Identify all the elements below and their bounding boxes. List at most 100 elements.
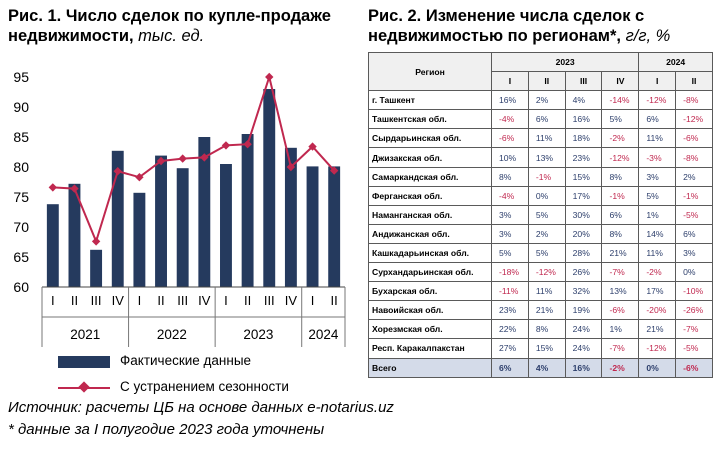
region-table: Регион 2023 2024 I II III IV I II г. Ташкент 1…: [368, 51, 713, 378]
region-table-container: Регион 2023 2024 I II III IV I II г. Ташкент 1…: [368, 51, 713, 378]
y-tick-label: 80: [13, 159, 29, 175]
value-cell: 10%: [491, 147, 529, 168]
line-marker: [91, 237, 101, 246]
value-cell: -12%: [601, 147, 640, 168]
line-marker: [329, 166, 339, 175]
value-cell: -1%: [527, 166, 566, 187]
value-cell: 17%: [638, 281, 677, 302]
year-label: 2024: [308, 327, 339, 342]
bar: [68, 183, 81, 287]
bar: [198, 137, 211, 287]
value-cell: -5%: [675, 204, 713, 225]
region-name: Ташкентская обл.: [368, 109, 492, 130]
value-cell: 11%: [638, 242, 677, 264]
figure-2-title: Рис. 2. Изменение числа сделок с недвижи…: [368, 6, 718, 46]
value-cell: -18%: [491, 262, 529, 283]
value-cell: 1%: [638, 204, 677, 225]
value-cell: 19%: [564, 300, 603, 321]
value-cell: -12%: [675, 109, 713, 130]
value-cell: -7%: [601, 338, 640, 359]
table-row: Джизакская обл. 10% 13% 23% -12% -3% -8%: [368, 147, 713, 168]
line-marker: [113, 167, 122, 176]
region-name: Наманганская обл.: [368, 204, 492, 225]
value-cell: 21%: [601, 242, 640, 264]
footnote: * данные за I полугодие 2023 года уточне…: [8, 421, 325, 438]
figure-2-title-unit: г/г, %: [621, 27, 671, 45]
quarter-header: III: [564, 71, 603, 92]
table-header-quarters: I II III IV I II: [369, 71, 713, 92]
table-row: Хорезмская обл. 22% 8% 24% 1% 21% -7%: [368, 319, 713, 340]
value-cell: 17%: [564, 185, 603, 206]
table-total-row: Всего 6% 4% 16% -2% 0% -6%: [368, 357, 713, 378]
table-row: Наманганская обл. 3% 5% 30% 6% 1% -5%: [368, 204, 713, 225]
region-name: Кашкадарьинская обл.: [368, 242, 492, 264]
value-cell: 13%: [601, 281, 640, 302]
value-cell: 2%: [527, 223, 566, 244]
value-cell: 11%: [527, 128, 566, 149]
value-cell: -14%: [601, 90, 640, 111]
line-marker: [221, 141, 231, 150]
line-marker: [70, 184, 79, 193]
table-body: г. Ташкент 16% 2% 4% -14% -12% -8% Ташкентская …: [368, 90, 713, 378]
x-tick-label: II: [71, 293, 78, 308]
value-cell: 24%: [564, 338, 603, 359]
source-note: Источник: расчеты ЦБ на основе данных e-…: [8, 399, 394, 416]
value-cell: 8%: [601, 223, 640, 244]
region-name: Сурхандарьинская обл.: [368, 262, 492, 283]
table-row: Сырдарьинская обл. -6% 11% 18% -2% 11% -6%: [368, 128, 713, 149]
table-header-years: Регион 2023 2024: [368, 51, 713, 92]
x-tick-label: I: [138, 293, 142, 308]
table-row: Респ. Каракалпакстан 27% 15% 24% -7% -12% -5%: [368, 338, 713, 359]
value-cell: 21%: [527, 300, 566, 321]
value-cell: 6%: [675, 223, 713, 244]
value-cell: 6%: [601, 204, 640, 225]
x-tick-label: II: [244, 293, 251, 308]
value-cell: -7%: [675, 319, 713, 340]
table-row: Андижанская обл. 3% 2% 20% 8% 14% 6%: [368, 223, 713, 244]
value-cell: -12%: [527, 262, 566, 283]
value-cell: 3%: [491, 223, 529, 244]
year-label: 2021: [70, 327, 100, 342]
value-cell: -11%: [491, 281, 529, 302]
y-tick-label: 95: [13, 69, 29, 85]
table-row: Самаркандская обл. 8% -1% 15% 8% 3% 2%: [368, 166, 713, 187]
value-cell: 13%: [527, 147, 566, 168]
value-cell: 24%: [564, 319, 603, 340]
value-cell: 4%: [564, 90, 603, 111]
x-tick-label: III: [264, 293, 275, 308]
quarter-header: IV: [601, 71, 640, 92]
value-cell: 28%: [564, 242, 603, 264]
x-tick-label: III: [91, 293, 102, 308]
region-name: Бухарская обл.: [368, 281, 492, 302]
value-cell: 8%: [491, 166, 529, 187]
value-cell: 3%: [638, 166, 677, 187]
value-cell: -8%: [675, 147, 713, 168]
region-name: Сырдарьинская обл.: [368, 128, 492, 149]
seasonally-adjusted-line: [52, 73, 335, 245]
bar: [46, 204, 59, 287]
line-marker: [265, 72, 274, 82]
y-tick-label: 90: [13, 99, 29, 115]
bar: [111, 150, 124, 287]
value-cell: 21%: [638, 319, 677, 340]
figure-1-title-unit: тыс. ед.: [133, 27, 205, 45]
value-cell: -6%: [491, 128, 529, 149]
x-tick-label: IV: [112, 293, 125, 308]
value-cell: 11%: [527, 281, 566, 302]
value-cell: 6%: [638, 109, 677, 130]
bar: [306, 166, 319, 287]
value-cell: -5%: [675, 338, 713, 359]
bar: [176, 168, 189, 287]
value-cell: 8%: [601, 166, 640, 187]
table-row: Ташкентская обл. -4% 6% 16% 5% 6% -12%: [368, 109, 713, 130]
region-name: Хорезмская обл.: [368, 319, 492, 340]
value-cell: -3%: [638, 147, 677, 168]
value-cell: 14%: [638, 223, 677, 244]
x-tick-label: IV: [198, 293, 211, 308]
value-cell: -1%: [675, 185, 713, 206]
value-cell: 23%: [564, 147, 603, 168]
line-marker: [243, 140, 252, 149]
value-cell: 30%: [564, 204, 603, 225]
region-name: Ферганская обл.: [368, 185, 492, 206]
value-cell: -6%: [675, 357, 713, 378]
